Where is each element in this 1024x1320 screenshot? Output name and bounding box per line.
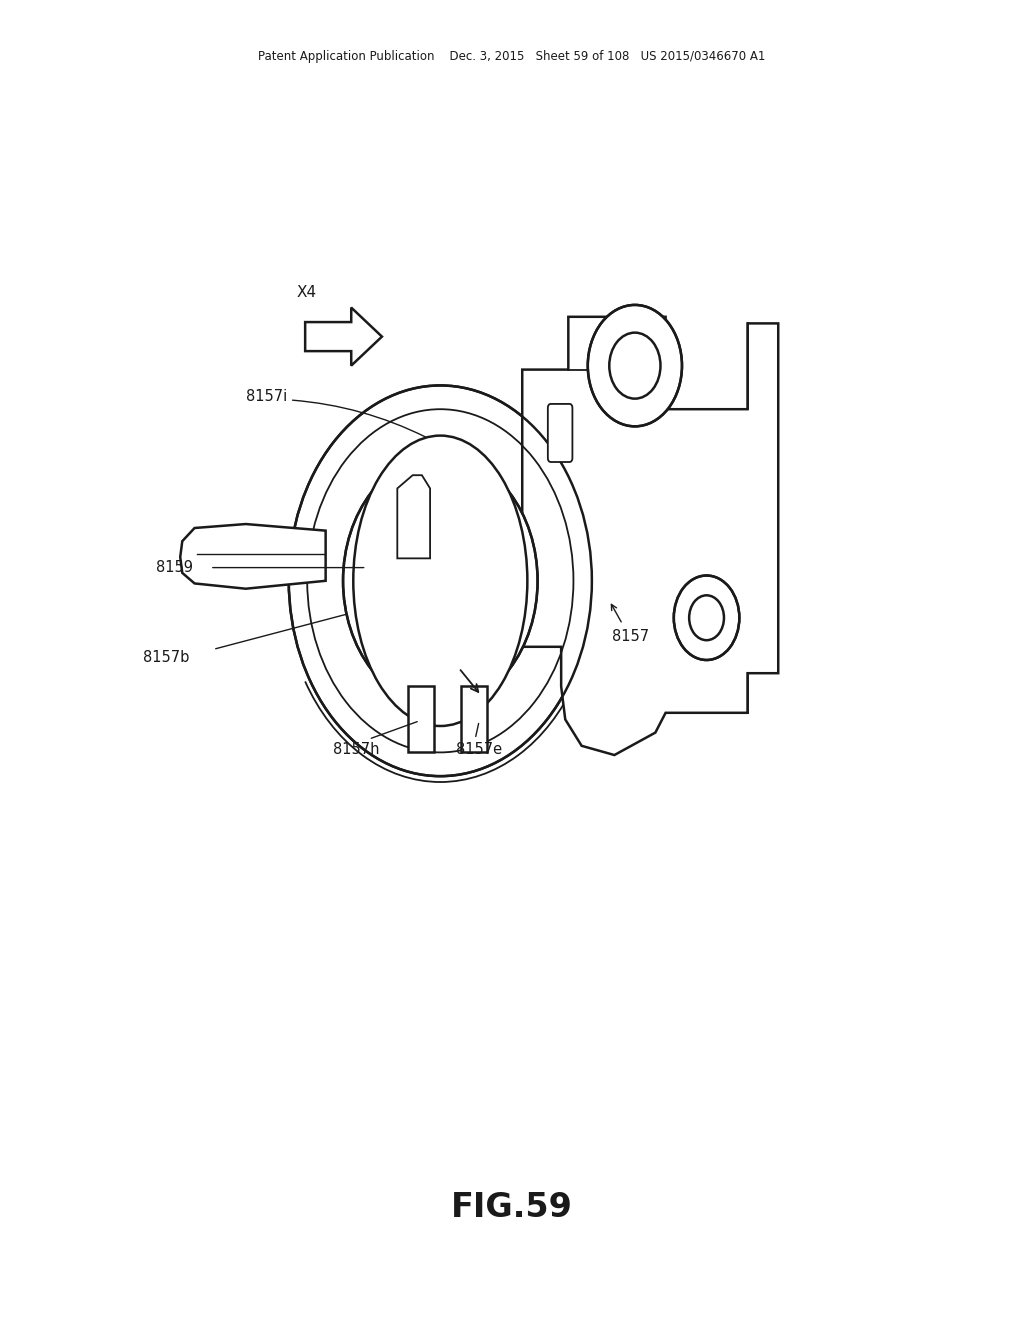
Polygon shape xyxy=(305,308,382,366)
Text: FIG.59: FIG.59 xyxy=(451,1191,573,1225)
Circle shape xyxy=(674,576,739,660)
Text: Patent Application Publication    Dec. 3, 2015   Sheet 59 of 108   US 2015/03466: Patent Application Publication Dec. 3, 2… xyxy=(258,50,766,63)
Circle shape xyxy=(588,305,682,426)
FancyBboxPatch shape xyxy=(408,686,434,752)
FancyBboxPatch shape xyxy=(461,686,487,752)
FancyBboxPatch shape xyxy=(548,404,572,462)
Text: X4: X4 xyxy=(297,285,317,300)
Text: 8159: 8159 xyxy=(156,560,193,576)
Text: 8157: 8157 xyxy=(612,628,649,644)
Circle shape xyxy=(289,385,592,776)
Polygon shape xyxy=(180,524,326,589)
Text: 8157e: 8157e xyxy=(456,742,502,758)
Ellipse shape xyxy=(353,436,527,726)
Circle shape xyxy=(343,455,538,706)
Text: 8157i: 8157i xyxy=(246,388,287,404)
Polygon shape xyxy=(522,317,778,755)
Text: 8157h: 8157h xyxy=(333,742,379,758)
Text: 8157b: 8157b xyxy=(143,649,189,665)
Polygon shape xyxy=(397,475,430,558)
